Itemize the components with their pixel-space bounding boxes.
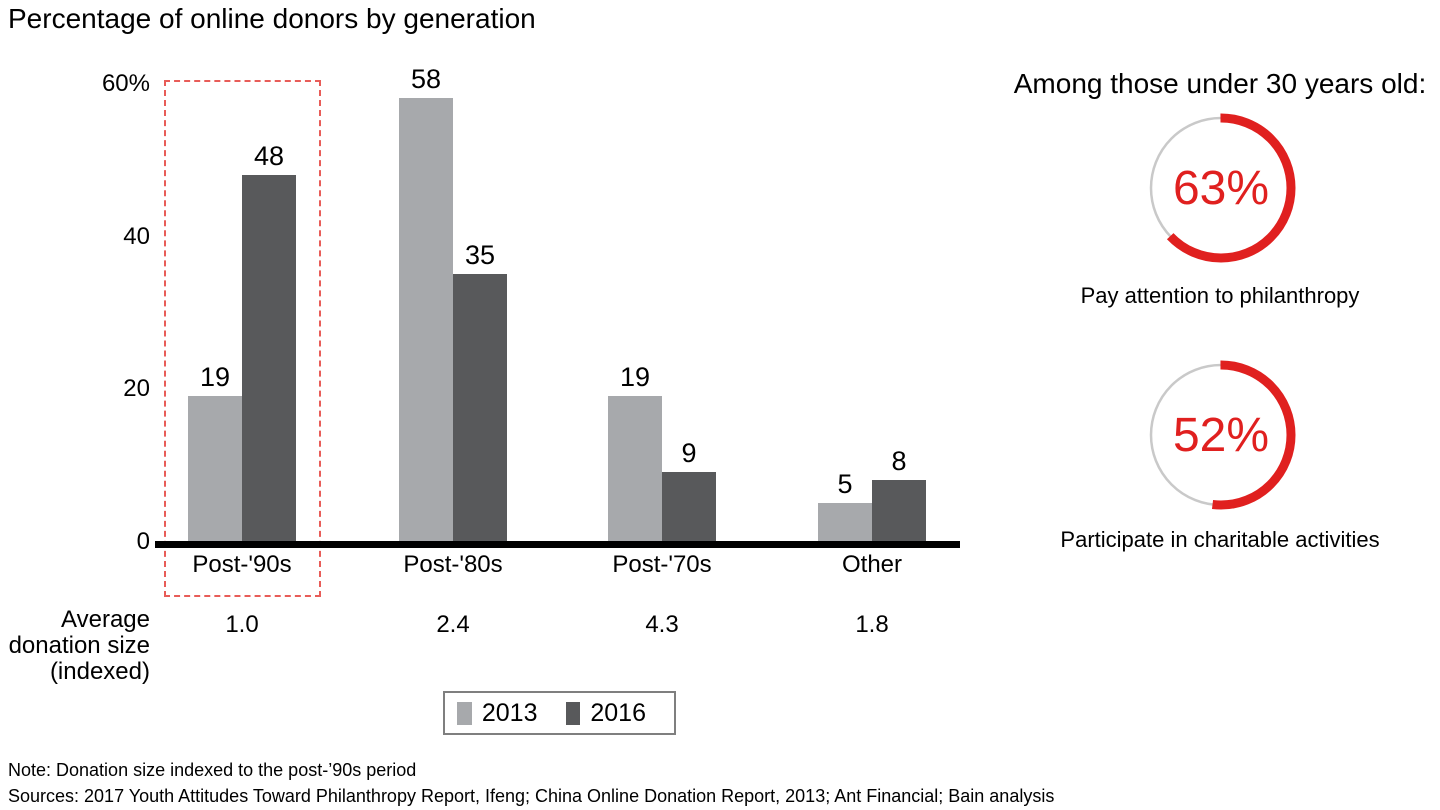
x-category-label-post-70s: Post-'70s: [612, 551, 712, 578]
chart-title: Percentage of online donors by generatio…: [8, 3, 536, 34]
donut-caption-pay-attention: Pay attention to philanthropy: [1080, 283, 1360, 308]
donut-percent-63: 63%: [1172, 161, 1270, 215]
x-category-label-post-80s: Post-'80s: [403, 551, 503, 578]
avg-donation-value-post-80s: 2.4: [436, 611, 470, 638]
bar-2016-post-70s: [662, 472, 716, 541]
bar-2013-post-80s: [399, 98, 453, 541]
bar-value-2016-post-70s: 9: [681, 438, 697, 468]
bar-value-2016-post-90s: 48: [253, 141, 285, 171]
bar-value-2013-post-70s: 19: [619, 362, 651, 392]
legend-swatch-2016: [565, 701, 581, 725]
avg-donation-value-other: 1.8: [855, 611, 889, 638]
note-line: Note: Donation size indexed to the post-…: [8, 760, 417, 780]
donut-chart-pay-attention: 63%: [1141, 108, 1301, 268]
bar-2016-post-90s: [242, 175, 296, 541]
x-category-label-other: Other: [841, 551, 903, 578]
footnotes: Note: Donation size indexed to the post-…: [8, 758, 1054, 809]
sources-line: Sources: 2017 Youth Attitudes Toward Phi…: [8, 785, 1055, 806]
x-category-label-post-90s: Post-'90s: [192, 551, 292, 578]
donut-arc-63: [1146, 113, 1296, 263]
bar-2013-post-70s: [608, 396, 662, 541]
y-tick-label-0: 0: [136, 528, 150, 555]
donut-arc-52: [1146, 360, 1296, 510]
post-90s-highlight-box: [164, 80, 321, 597]
bar-2013-other: [818, 503, 872, 541]
bar-2016-other: [872, 480, 926, 541]
legend-swatch-2013: [457, 701, 472, 725]
bar-value-2013-other: 5: [837, 469, 853, 499]
right-panel-heading: Among those under 30 years old:: [1013, 68, 1427, 99]
donut-percent-52: 52%: [1172, 408, 1270, 462]
y-tick-label-60: 60%: [101, 70, 150, 98]
bar-2016-post-80s: [453, 274, 507, 541]
y-tick-label-40: 40: [123, 222, 150, 250]
bar-value-2016-other: 8: [891, 446, 907, 476]
bar-value-2016-post-80s: 35: [464, 240, 496, 270]
donut-ring-63: [1146, 113, 1296, 263]
legend: 2013 2016: [443, 691, 676, 735]
legend-label-2016: 2016: [590, 698, 646, 727]
avg-donation-value-post-90s: 1.0: [225, 611, 259, 638]
y-tick-label-20: 20: [123, 375, 150, 403]
donut-ring-52: [1146, 360, 1296, 510]
avg-donation-value-post-70s: 4.3: [645, 611, 679, 638]
bar-value-2013-post-90s: 19: [199, 362, 231, 392]
avg-donation-size-label: Average donation size (indexed): [8, 606, 150, 685]
legend-label-2013: 2013: [481, 698, 538, 727]
bar-2013-post-90s: [188, 396, 242, 541]
x-axis-line: [155, 541, 960, 548]
bar-value-2013-post-80s: 58: [410, 64, 442, 94]
donut-caption-participate: Participate in charitable activities: [1060, 527, 1380, 552]
donut-chart-participate: 52%: [1141, 355, 1301, 515]
